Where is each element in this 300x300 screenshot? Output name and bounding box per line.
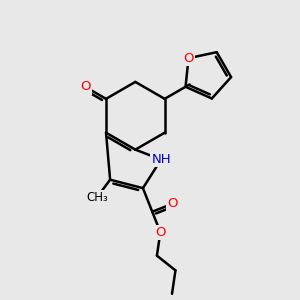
Text: O: O — [183, 52, 194, 65]
Text: O: O — [155, 226, 166, 239]
Text: O: O — [167, 197, 178, 210]
Text: CH₃: CH₃ — [86, 191, 108, 204]
Text: O: O — [80, 80, 91, 94]
Text: NH: NH — [151, 153, 171, 166]
